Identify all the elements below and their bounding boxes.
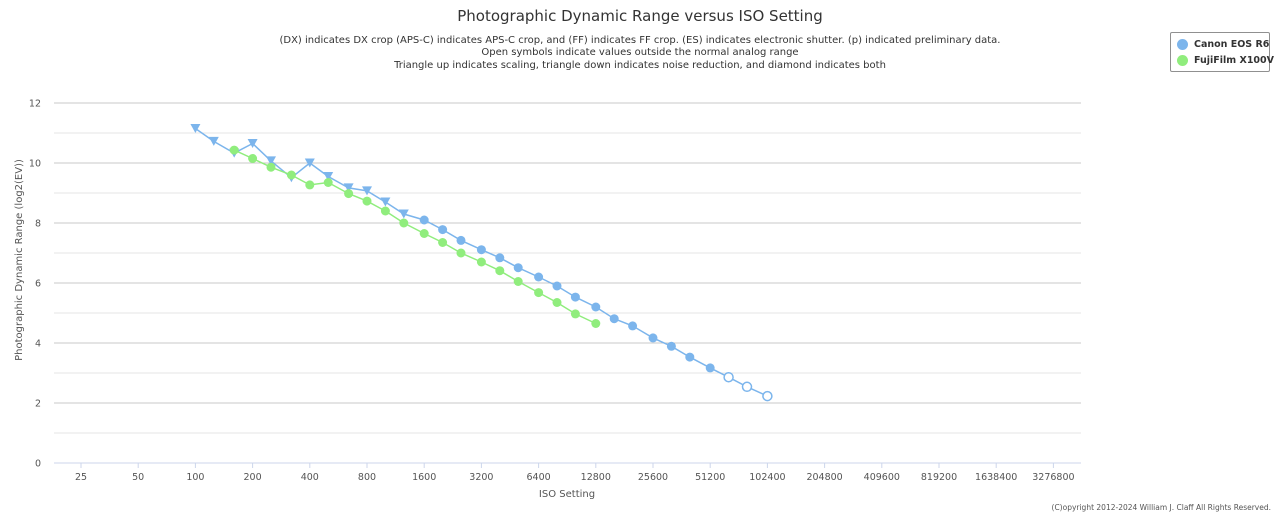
- data-point-triangle-down[interactable]: [304, 158, 315, 168]
- series-fujifilm-x100v: [229, 145, 601, 328]
- x-tick-label: 102400: [749, 472, 785, 483]
- data-point-triangle-down[interactable]: [190, 124, 201, 133]
- data-point-circle[interactable]: [570, 309, 580, 319]
- x-tick-label: 400: [301, 472, 319, 483]
- data-point-circle[interactable]: [380, 206, 390, 216]
- y-tick-label: 2: [35, 399, 41, 410]
- x-axis-ticks: 25 50 100 200 400 800 1600 3200 6400 12800 25600 51…: [75, 463, 1075, 483]
- x-tick-label: 51200: [695, 472, 725, 483]
- data-point-triangle-down[interactable]: [266, 156, 276, 166]
- data-point-triangle-down[interactable]: [343, 183, 354, 193]
- legend-label-fujifilm-x100v: FujiFilm X100V: [1194, 54, 1275, 66]
- y-tick-label: 8: [35, 219, 41, 230]
- x-tick-label: 100: [186, 472, 204, 483]
- chart-legend: Canon EOS R6 FujiFilm X100V: [1170, 32, 1274, 72]
- chart-subtitle-line-2: Open symbols indicate values outside the…: [481, 47, 798, 58]
- data-point-circle[interactable]: [419, 215, 429, 225]
- data-point-circle[interactable]: [419, 229, 429, 238]
- legend-item-canon-eos-r6[interactable]: Canon EOS R6: [1171, 36, 1269, 52]
- data-point-circle[interactable]: [495, 266, 505, 276]
- data-point-circle[interactable]: [286, 170, 296, 180]
- data-point-circle[interactable]: [685, 352, 695, 362]
- data-point-circle[interactable]: [266, 162, 276, 172]
- data-point-open-circle[interactable]: [723, 371, 734, 383]
- chart-subtitle-line-3: Triangle up indicates scaling, triangle …: [393, 60, 886, 71]
- legend-item-fujifilm-x100v[interactable]: FujiFilm X100V: [1171, 52, 1274, 68]
- legend-label-canon-eos-r6: Canon EOS R6: [1194, 38, 1270, 50]
- data-point-circle[interactable]: [591, 302, 601, 312]
- x-tick-label: 800: [358, 472, 376, 483]
- copyright-notice: (C)opyright 2012-2024 William J. Claff A…: [1052, 503, 1271, 512]
- data-point-circle[interactable]: [438, 238, 448, 247]
- x-tick-label: 12800: [581, 472, 611, 483]
- data-point-circle[interactable]: [534, 272, 544, 282]
- x-tick-label: 819200: [921, 472, 957, 483]
- data-point-circle[interactable]: [323, 178, 333, 187]
- data-point-circle[interactable]: [399, 218, 409, 228]
- data-point-circle[interactable]: [534, 288, 544, 298]
- data-point-triangle-down[interactable]: [323, 172, 334, 181]
- x-tick-label: 200: [244, 472, 262, 483]
- data-point-triangle-down[interactable]: [362, 186, 372, 196]
- data-point-circle[interactable]: [552, 281, 562, 291]
- data-point-circle[interactable]: [362, 196, 372, 206]
- data-point-circle[interactable]: [705, 363, 715, 373]
- data-point-circle[interactable]: [495, 253, 505, 263]
- data-point-triangle-down[interactable]: [208, 136, 219, 146]
- y-axis-label: Photographic Dynamic Range (log2(EV)): [14, 159, 25, 361]
- data-point-circle[interactable]: [438, 225, 448, 235]
- data-point-circle[interactable]: [513, 277, 523, 286]
- series-group: [190, 124, 773, 402]
- data-point-circle[interactable]: [456, 235, 466, 245]
- data-point-circle[interactable]: [552, 298, 562, 307]
- y-tick-label: 12: [29, 99, 41, 110]
- data-point-circle[interactable]: [648, 333, 658, 343]
- x-tick-label: 204800: [806, 472, 842, 483]
- x-tick-label: 1638400: [975, 472, 1017, 483]
- x-tick-label: 409600: [864, 472, 900, 483]
- data-point-circle[interactable]: [456, 248, 466, 258]
- data-point-circle[interactable]: [476, 245, 486, 255]
- data-point-circle[interactable]: [229, 145, 239, 155]
- data-point-circle[interactable]: [344, 189, 354, 199]
- data-point-open-circle[interactable]: [741, 381, 753, 393]
- data-point-circle[interactable]: [570, 292, 580, 302]
- x-axis-label: ISO Setting: [539, 489, 595, 500]
- data-point-circle[interactable]: [628, 321, 638, 331]
- x-tick-label: 25600: [638, 472, 668, 483]
- y-tick-label: 4: [35, 339, 41, 350]
- x-tick-label: 3200: [469, 472, 493, 483]
- legend-swatch-canon-eos-r6: [1177, 38, 1188, 50]
- data-point-circle[interactable]: [476, 257, 486, 267]
- x-tick-label: 1600: [412, 472, 436, 483]
- x-tick-label: 25: [75, 472, 87, 483]
- grid-lines: [54, 102, 1081, 434]
- chart-subtitle-line-1: (DX) indicates DX crop (APS-C) indicates…: [279, 35, 1000, 46]
- x-tick-label: 50: [132, 472, 144, 483]
- legend-swatch-fujifilm-x100v: [1177, 54, 1188, 66]
- data-point-triangle-down[interactable]: [398, 209, 409, 219]
- data-point-circle[interactable]: [513, 263, 523, 273]
- y-tick-label: 10: [29, 159, 41, 170]
- y-axis-ticks: 0 2 4 6 8 10 12: [29, 99, 41, 470]
- data-point-circle[interactable]: [609, 314, 619, 324]
- y-tick-label: 0: [35, 459, 41, 470]
- data-point-circle[interactable]: [305, 180, 315, 190]
- data-point-circle[interactable]: [591, 319, 601, 328]
- chart-title: Photographic Dynamic Range versus ISO Se…: [457, 7, 823, 25]
- data-point-circle[interactable]: [248, 154, 258, 163]
- y-tick-label: 6: [35, 279, 41, 290]
- data-point-circle[interactable]: [666, 341, 676, 351]
- x-tick-label: 6400: [527, 472, 551, 483]
- data-point-triangle-down[interactable]: [247, 139, 258, 148]
- data-point-open-circle[interactable]: [762, 390, 773, 402]
- x-tick-label: 3276800: [1032, 472, 1074, 483]
- data-point-triangle-down[interactable]: [380, 197, 391, 207]
